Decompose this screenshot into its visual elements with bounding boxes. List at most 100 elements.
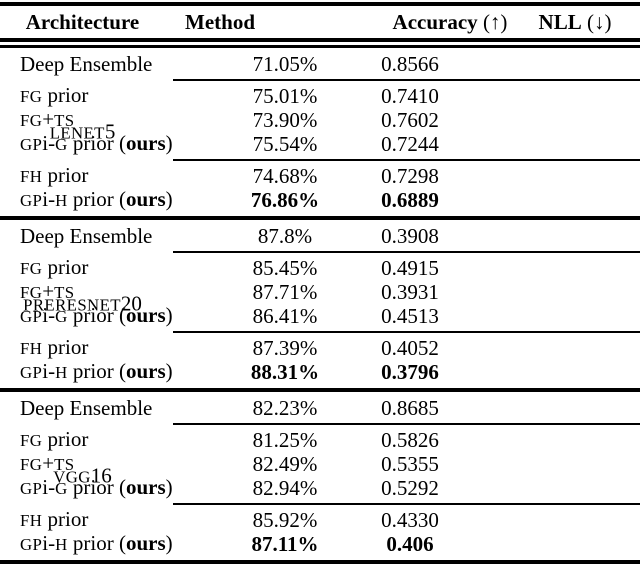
method-cell: GPi-H prior (ours) xyxy=(20,187,215,213)
text-segment: FG xyxy=(20,283,43,302)
nll-cell: 0.4915 xyxy=(381,256,439,280)
section-divider-rule xyxy=(173,331,640,333)
text-segment: 20 xyxy=(120,291,142,316)
text-segment: VGG xyxy=(53,467,91,487)
text-segment: prior ( xyxy=(67,131,126,155)
method-cell: FG prior xyxy=(20,83,215,109)
text-segment: LENET xyxy=(49,123,105,143)
text-segment: TS xyxy=(54,455,75,474)
table-row: FH prior 87.39% 0.4052 xyxy=(0,335,640,360)
text-segment: FH xyxy=(20,339,43,358)
table-row: GPi-G prior (ours) 82.94% 0.5292 xyxy=(0,475,640,500)
nll-cell: 0.3931 xyxy=(381,280,439,304)
text-segment: H xyxy=(55,535,68,554)
text-segment: PRERESNET xyxy=(23,295,121,315)
accuracy-cell: 75.01% xyxy=(252,84,318,108)
accuracy-cell: 81.25% xyxy=(252,428,318,452)
nll-cell: 0.5292 xyxy=(381,476,439,500)
text-segment: ) xyxy=(165,303,173,327)
text-segment: FH xyxy=(20,167,43,186)
group-divider-rule xyxy=(0,216,640,220)
text-segment: ) xyxy=(165,131,173,155)
table-row: FG+TS 87.71% 0.3931 xyxy=(0,279,640,305)
accuracy-cell: 82.94% xyxy=(252,476,318,500)
nll-cell: 0.8685 xyxy=(381,396,439,420)
header-accuracy-label: Accuracy xyxy=(392,9,478,34)
text-segment: Deep Ensemble xyxy=(20,224,153,248)
accuracy-cell: 87.39% xyxy=(252,336,318,360)
method-cell: GPi-H prior (ours) xyxy=(20,359,215,385)
text-segment: prior xyxy=(42,507,89,531)
text-segment: ours xyxy=(125,131,166,155)
text-segment: H xyxy=(55,191,68,210)
method-cell: FG+TS xyxy=(20,279,215,305)
text-segment: ) xyxy=(165,187,173,211)
accuracy-cell: 85.92% xyxy=(252,508,318,532)
nll-cell: 0.3908 xyxy=(381,224,439,248)
nll-cell: 0.7410 xyxy=(381,84,439,108)
table-row: GPi-G prior (ours) 86.41% 0.4513 xyxy=(0,303,640,329)
accuracy-cell: 73.90% xyxy=(252,108,318,132)
text-segment: GP xyxy=(20,363,43,382)
text-segment: G xyxy=(55,307,68,326)
header-nll-label: NLL xyxy=(538,9,582,34)
text-segment: FG xyxy=(20,111,43,130)
text-segment: prior xyxy=(42,255,89,279)
method-cell: FH prior xyxy=(20,507,215,533)
table-row: FH prior 74.68% 0.7298 xyxy=(0,163,640,189)
section-divider-rule xyxy=(173,79,640,81)
header-separator-rule xyxy=(0,38,640,48)
accuracy-cell: 87.71% xyxy=(252,280,318,304)
up-arrow-icon: (↑) xyxy=(477,9,508,34)
nll-cell: 0.4513 xyxy=(381,304,439,328)
text-segment: ours xyxy=(125,475,166,499)
text-segment: ) xyxy=(165,531,173,555)
nll-cell: 0.6889 xyxy=(381,188,439,212)
method-cell: FG prior xyxy=(20,427,215,453)
accuracy-cell: 85.45% xyxy=(252,256,318,280)
text-segment: i- xyxy=(42,303,56,327)
table-row: FH prior 85.92% 0.4330 xyxy=(0,507,640,533)
table-row: FG+TS 82.49% 0.5355 xyxy=(0,451,640,477)
table-row: Deep Ensemble 82.23% 0.8685 xyxy=(0,396,640,420)
text-segment: + xyxy=(42,279,55,303)
accuracy-cell: 87.8% xyxy=(257,224,313,248)
text-segment: prior xyxy=(42,335,89,359)
text-segment: GP xyxy=(20,191,43,210)
group-divider-rule xyxy=(0,388,640,392)
text-segment: prior ( xyxy=(67,475,126,499)
text-segment: prior xyxy=(42,163,89,187)
method-cell: FH prior xyxy=(20,163,215,189)
nll-cell: 0.3796 xyxy=(381,360,439,384)
section-divider-rule xyxy=(173,423,640,425)
nll-cell: 0.5355 xyxy=(381,452,439,476)
accuracy-cell: 88.31% xyxy=(250,360,320,384)
text-segment: prior ( xyxy=(67,303,126,327)
table-row: FG prior 85.45% 0.4915 xyxy=(0,255,640,280)
text-segment: ) xyxy=(165,359,173,383)
method-cell: FG+TS xyxy=(20,451,215,477)
method-cell: GPi-G prior (ours) xyxy=(20,131,215,157)
text-segment: i- xyxy=(42,531,56,555)
text-segment: + xyxy=(42,107,55,131)
architecture-label: VGG16 xyxy=(0,464,165,489)
method-cell: GPi-H prior (ours) xyxy=(20,531,215,557)
accuracy-cell: 86.41% xyxy=(252,304,318,328)
method-cell: Deep Ensemble xyxy=(20,52,215,76)
nll-cell: 0.5826 xyxy=(381,428,439,452)
nll-cell: 0.7244 xyxy=(381,132,439,156)
text-segment: GP xyxy=(20,135,43,154)
arch-group: VGG16 Deep Ensemble 82.23% 0.8685 FG prior 81… xyxy=(0,392,640,560)
section-divider-rule xyxy=(173,503,640,505)
nll-cell: 0.4330 xyxy=(381,508,439,532)
text-segment: G xyxy=(55,135,68,154)
arch-group: LENET5 Deep Ensemble 71.05% 0.8566 FG prior 7… xyxy=(0,48,640,216)
table-body: LENET5 Deep Ensemble 71.05% 0.8566 FG prior 7… xyxy=(0,48,640,564)
text-segment: Deep Ensemble xyxy=(20,396,153,420)
table-bottom-rule xyxy=(0,560,640,564)
table-header-row: Architecture Method Accuracy (↑) NLL (↓) xyxy=(0,6,640,38)
method-cell: GPi-G prior (ours) xyxy=(20,303,215,329)
text-segment: prior ( xyxy=(67,187,126,211)
section-divider-rule xyxy=(173,251,640,253)
